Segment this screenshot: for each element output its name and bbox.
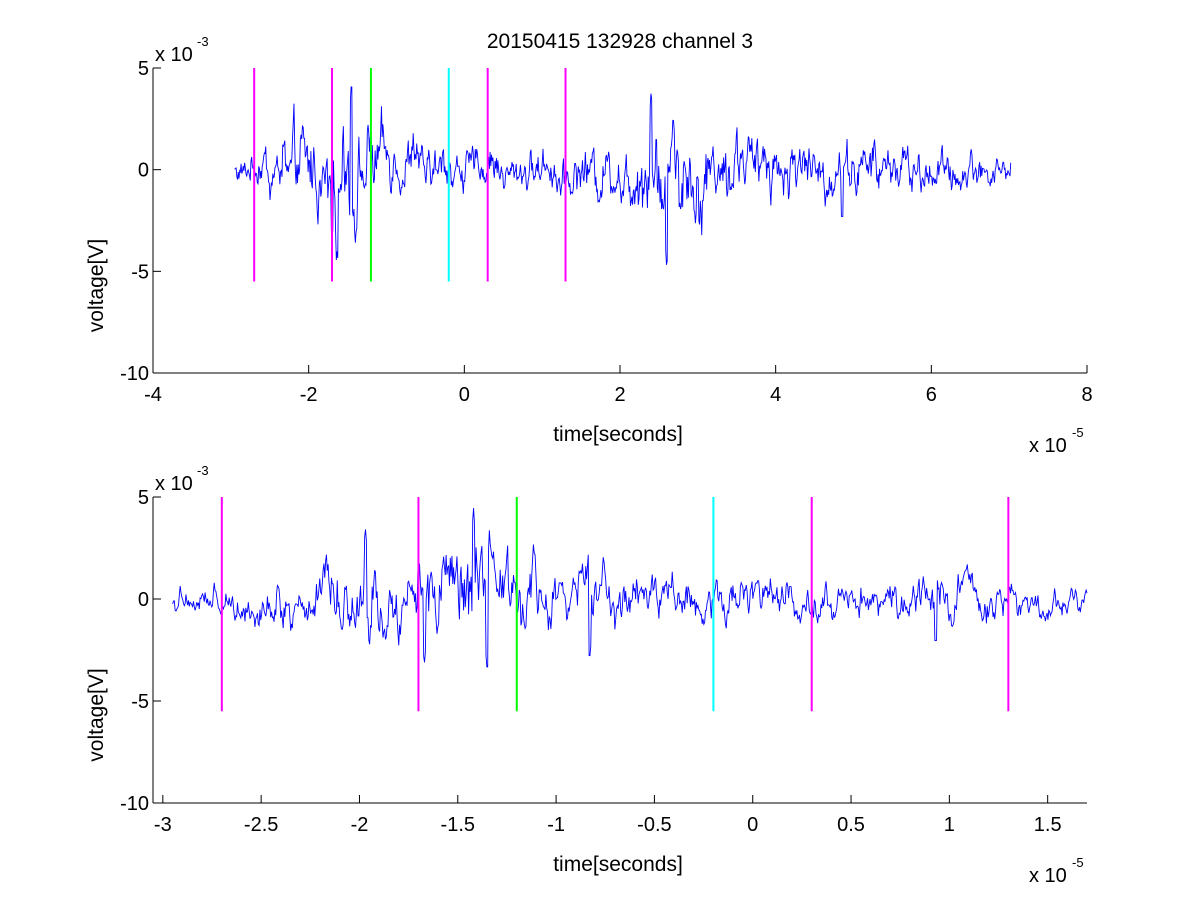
x-tick-label: -2 bbox=[351, 814, 369, 836]
y-tick-label: 0 bbox=[138, 160, 149, 182]
y-exponent-label: x 10 bbox=[155, 44, 193, 66]
y-tick-label: -10 bbox=[120, 793, 149, 815]
y-axis-label: voltage[V] bbox=[85, 668, 108, 761]
x-tick-label: 0.5 bbox=[837, 814, 865, 836]
x-tick-label: -1.5 bbox=[441, 814, 475, 836]
subplot-2: -3 -2.5 -2 -1.5 -1 -0.5 0 0.5 1 1.5 -10 -5 0 5 x 10 -3 x… bbox=[85, 463, 1088, 887]
x-tick-label: 1 bbox=[944, 814, 955, 836]
y-tick-label: -5 bbox=[131, 261, 149, 283]
x-tick-label: 4 bbox=[770, 384, 781, 406]
x-axis-label: time[seconds] bbox=[553, 853, 683, 876]
x-tick-label: -0.5 bbox=[637, 814, 671, 836]
x-tick-label: 8 bbox=[1081, 384, 1092, 406]
x-exponent-label: x 10 bbox=[1029, 865, 1067, 887]
x-axis-label: time[seconds] bbox=[553, 423, 683, 446]
y-axis-label: voltage[V] bbox=[85, 239, 108, 332]
y-tick-label: 5 bbox=[138, 487, 149, 509]
y-tick-label: 0 bbox=[138, 589, 149, 611]
y-tick-label: -5 bbox=[131, 691, 149, 713]
y-exponent-label: x 10 bbox=[155, 473, 193, 495]
x-tick-label: 1.5 bbox=[1034, 814, 1062, 836]
x-exponent-label: x 10 bbox=[1029, 435, 1067, 457]
x-tick-label: 6 bbox=[926, 384, 937, 406]
x-tick-label: -1 bbox=[547, 814, 565, 836]
subplot-1: -4 -2 0 2 4 6 8 -10 -5 0 5 x 10 -3 x 10 -5 time[seconds… bbox=[85, 30, 1093, 457]
y-exponent-superscript: -3 bbox=[197, 34, 209, 49]
chart-title: 20150415 132928 channel 3 bbox=[487, 30, 753, 53]
y-tick-label: 5 bbox=[138, 58, 149, 80]
x-tick-label: -4 bbox=[144, 384, 162, 406]
x-tick-label: -3 bbox=[154, 814, 172, 836]
x-tick-label: -2.5 bbox=[244, 814, 278, 836]
voltage-trace bbox=[234, 86, 1012, 265]
y-tick-label: -10 bbox=[120, 363, 149, 385]
x-tick-label: 2 bbox=[614, 384, 625, 406]
y-exponent-superscript: -3 bbox=[197, 463, 209, 478]
x-exponent-superscript: -5 bbox=[1072, 425, 1084, 440]
x-tick-label: 0 bbox=[459, 384, 470, 406]
x-exponent-superscript: -5 bbox=[1072, 855, 1084, 870]
x-tick-label: 0 bbox=[747, 814, 758, 836]
voltage-trace bbox=[172, 508, 1088, 668]
x-tick-label: -2 bbox=[300, 384, 318, 406]
